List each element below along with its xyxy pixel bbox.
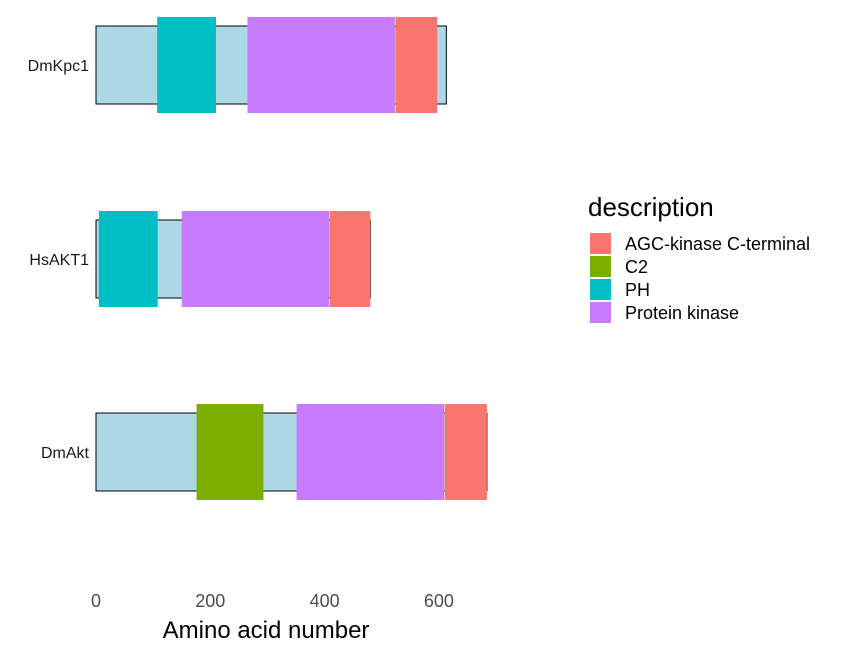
domain-agc-kinase-c-terminal (444, 404, 487, 500)
y-tick-label: HsAKT1 (29, 252, 89, 269)
plot-area (95, 17, 488, 500)
legend-label: C2 (625, 257, 648, 277)
legend-item: AGC-kinase C-terminal (590, 233, 810, 254)
y-axis: DmKpc1 HsAKT1 DmAkt (28, 58, 90, 462)
y-tick-label: DmKpc1 (28, 58, 89, 75)
protein-row-dmakt (95, 404, 488, 500)
domain-c2 (196, 404, 264, 500)
domain-ph (98, 211, 158, 307)
domain-ph (157, 17, 217, 113)
legend-swatch (590, 256, 611, 277)
legend-swatch (590, 302, 611, 323)
domain-agc-kinase-c-terminal (329, 211, 371, 307)
protein-row-hsakt1 (95, 211, 371, 307)
legend-title: description (588, 192, 714, 222)
legend-item: Protein kinase (590, 302, 739, 323)
domain-agc-kinase-c-terminal (395, 17, 438, 113)
x-tick-label: 200 (195, 591, 225, 611)
legend-label: PH (625, 280, 650, 300)
legend-label: Protein kinase (625, 303, 739, 323)
legend-label: AGC-kinase C-terminal (625, 234, 810, 254)
legend-swatch (590, 279, 611, 300)
legend-swatch (590, 233, 611, 254)
x-axis-title: Amino acid number (163, 617, 370, 644)
x-tick-label: 600 (424, 591, 454, 611)
y-tick-label: DmAkt (41, 445, 90, 462)
domain-protein-kinase (181, 211, 330, 307)
x-axis: 0 200 400 600 (91, 591, 454, 611)
legend-item: PH (590, 279, 650, 300)
protein-row-dmkpc1 (95, 17, 447, 113)
legend: description AGC-kinase C-terminal C2 PH Pro… (588, 192, 810, 323)
x-tick-label: 0 (91, 591, 101, 611)
domain-protein-kinase (247, 17, 395, 113)
domain-protein-kinase (296, 404, 445, 500)
legend-item: C2 (590, 256, 648, 277)
x-tick-label: 400 (310, 591, 340, 611)
